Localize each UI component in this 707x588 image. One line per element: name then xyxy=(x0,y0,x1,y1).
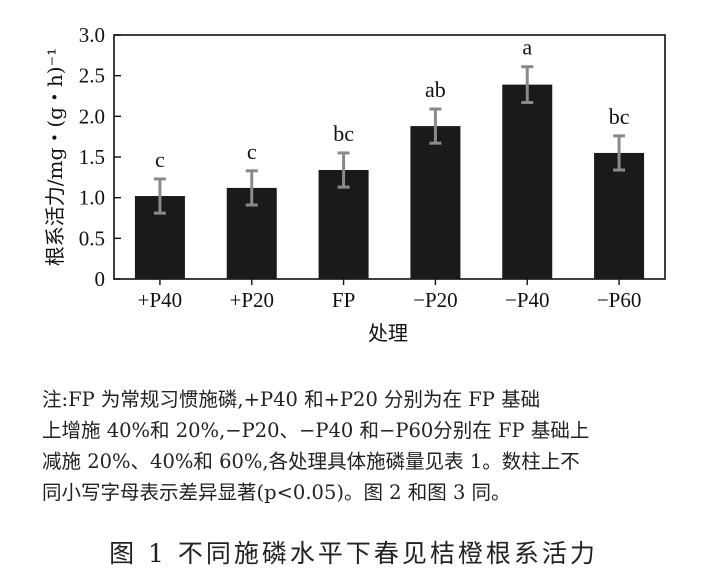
x-axis-ticks: +P40 +P20 FP −P20 −P40 −P60 xyxy=(138,279,642,312)
x-tick-label: −P60 xyxy=(597,288,642,312)
significance-letter: bc xyxy=(333,121,354,146)
error-bar xyxy=(521,65,534,105)
x-axis-title: 处理 xyxy=(368,321,408,345)
note-line: 同小写字母表示差异显著(p<0.05)。图 2 和图 3 同。 xyxy=(42,481,511,504)
y-tick-label: 1.5 xyxy=(79,145,105,169)
note-line: 注:FP 为常规习惯施磷,+P40 和+P20 分别为在 FP 基础 xyxy=(42,388,541,411)
x-tick-label: −P40 xyxy=(505,288,550,312)
y-tick-label: 2.5 xyxy=(79,64,105,88)
bar xyxy=(594,152,645,279)
significance-letter: bc xyxy=(609,104,630,129)
y-axis-ticks: 0 0.5 1.0 1.5 2.0 2.5 3.0 xyxy=(79,23,121,291)
error-bar xyxy=(429,107,442,145)
figure-caption: 图 1 不同施磷水平下春见桔橙根系活力 xyxy=(109,539,598,568)
error-bar xyxy=(153,177,166,215)
significance-letter: c xyxy=(155,147,165,172)
y-tick-label: 3.0 xyxy=(79,23,105,47)
y-tick-label: 1.0 xyxy=(79,186,105,210)
y-tick-label: 0.5 xyxy=(79,226,105,250)
error-bar xyxy=(245,169,258,207)
error-bar xyxy=(613,134,626,172)
significance-letter: c xyxy=(247,139,257,164)
significance-letter: ab xyxy=(425,77,446,102)
y-tick-label: 0 xyxy=(95,267,106,291)
bar-series: c c bc ab a bc xyxy=(134,35,645,280)
figure-note: 注:FP 为常规习惯施磷,+P40 和+P20 分别为在 FP 基础 上增施 4… xyxy=(42,384,692,508)
x-tick-label: +P20 xyxy=(229,288,274,312)
bar-chart: 0 0.5 1.0 1.5 2.0 2.5 3.0 c c bc ab a bc +P40 +P20 FP… xyxy=(43,23,666,345)
note-line: 减施 20%、40%和 60%,各处理具体施磷量见表 1。数柱上不 xyxy=(42,450,580,473)
plot-border xyxy=(113,34,666,280)
bar xyxy=(502,84,553,279)
note-line: 上增施 40%和 20%,−P20、−P40 和−P60分别在 FP 基础上 xyxy=(42,419,590,442)
significance-letter: a xyxy=(522,35,532,60)
y-axis-title: 根系活力/mg・(g・h)⁻¹ xyxy=(43,48,67,266)
error-bar xyxy=(337,151,350,189)
x-tick-label: +P40 xyxy=(138,288,183,312)
y-tick-label: 2.0 xyxy=(79,104,105,128)
x-tick-label: −P20 xyxy=(413,288,458,312)
plot-frame xyxy=(113,34,666,280)
bar xyxy=(410,126,461,280)
x-tick-label: FP xyxy=(332,288,355,312)
